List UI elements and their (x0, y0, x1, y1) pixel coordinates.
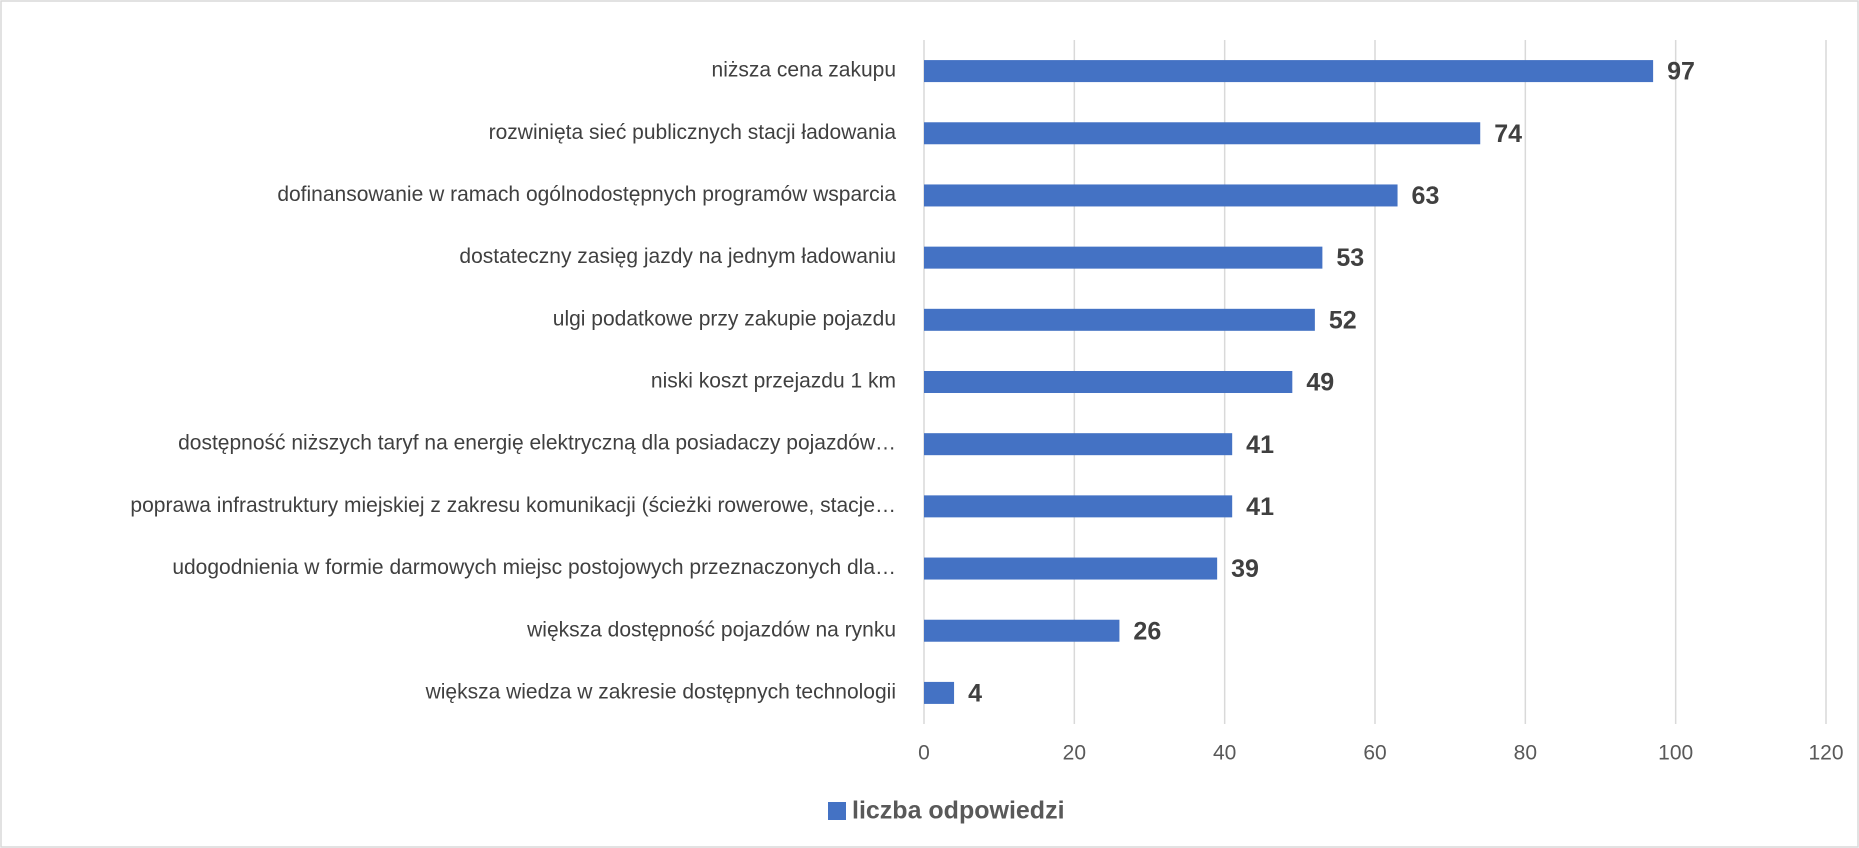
bar (924, 619, 1120, 642)
y-tick-label: dostępność niższych taryf na energię ele… (178, 432, 896, 455)
bar (924, 557, 1218, 580)
x-tick-label: 40 (1213, 742, 1236, 765)
bar (924, 308, 1315, 331)
x-tick-label: 20 (1063, 742, 1086, 765)
x-tick-label: 0 (918, 742, 930, 765)
legend-label: liczba odpowiedzi (852, 797, 1065, 825)
y-tick-label: poprawa infrastruktury miejskiej z zakre… (130, 494, 896, 517)
value-label: 74 (1494, 120, 1522, 148)
value-label: 52 (1329, 306, 1357, 334)
value-label: 41 (1246, 431, 1274, 459)
x-tick-label: 120 (1808, 742, 1843, 765)
bar (924, 60, 1654, 83)
y-tick-label: udogodnienia w formie darmowych miejsc p… (172, 556, 896, 579)
y-tick-label: ulgi podatkowe przy zakupie pojazdu (553, 307, 896, 330)
x-tick-label: 80 (1514, 742, 1537, 765)
bar (924, 246, 1323, 269)
y-tick-label: niski koszt przejazdu 1 km (651, 370, 896, 393)
value-label: 63 (1412, 182, 1440, 210)
value-label: 49 (1306, 369, 1334, 397)
y-tick-label: niższa cena zakupu (712, 59, 896, 82)
y-tick-label: dostateczny zasięg jazdy na jednym ładow… (459, 245, 896, 268)
legend-swatch (828, 802, 846, 820)
y-tick-label: większa wiedza w zakresie dostępnych tec… (425, 680, 896, 703)
value-label: 41 (1246, 493, 1274, 521)
value-label: 39 (1231, 555, 1259, 583)
bar (924, 495, 1233, 518)
x-tick-label: 100 (1658, 742, 1693, 765)
x-tick-label: 60 (1363, 742, 1386, 765)
value-label: 97 (1667, 58, 1695, 86)
value-label: 26 (1133, 617, 1161, 645)
y-tick-label: rozwinięta sieć publicznych stacji ładow… (489, 121, 897, 144)
bar (924, 122, 1481, 145)
bar (924, 681, 955, 704)
y-tick-label: dofinansowanie w ramach ogólnodostępnych… (277, 183, 896, 206)
bar (924, 433, 1233, 456)
bar (924, 371, 1293, 393)
value-label: 53 (1336, 244, 1364, 272)
bar (924, 184, 1398, 207)
y-tick-label: większa dostępność pojazdów na rynku (526, 618, 896, 641)
value-label: 4 (968, 680, 982, 708)
